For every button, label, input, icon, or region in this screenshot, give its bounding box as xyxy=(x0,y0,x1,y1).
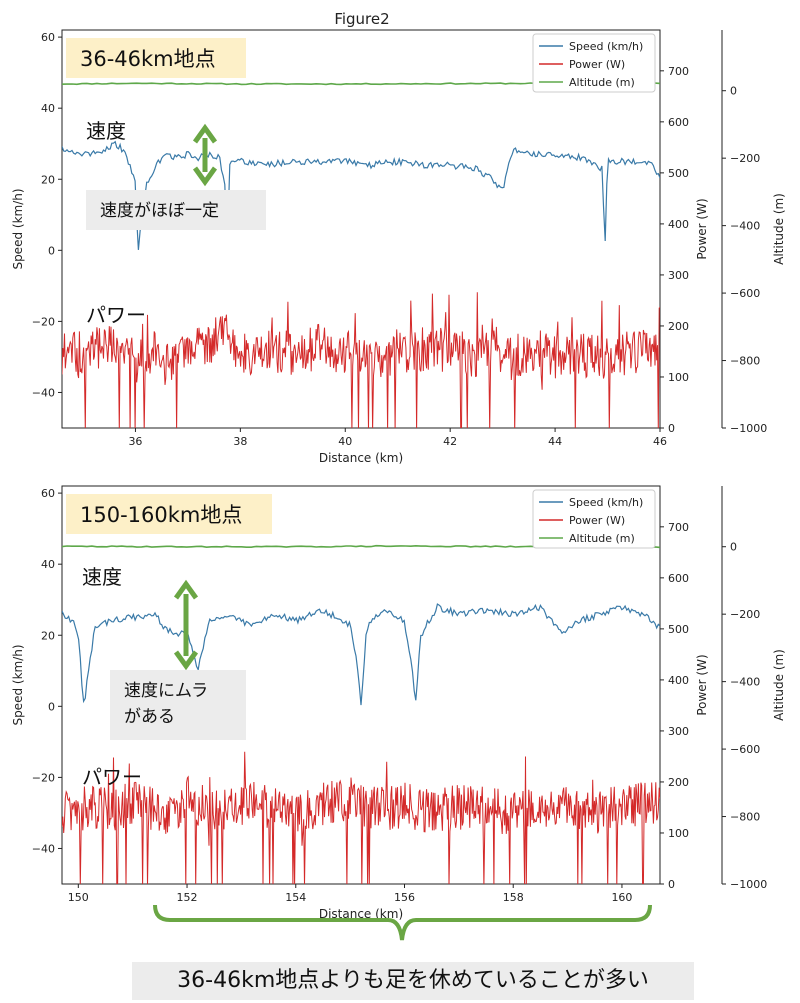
region-label-box xyxy=(66,38,246,78)
altitude-axis-label: Altitude (m) xyxy=(772,649,786,721)
power-tick-label: 500 xyxy=(668,167,689,180)
distance-tick-label: 42 xyxy=(443,435,457,448)
range-arrow-head-up xyxy=(192,123,218,144)
altitude-axis-label: Altitude (m) xyxy=(772,193,786,265)
distance-tick-label: 154 xyxy=(285,891,306,904)
power-tick-label: 700 xyxy=(668,65,689,78)
speed-axis-label: Speed (km/h) xyxy=(11,644,25,725)
x-axis-label: Distance (km) xyxy=(319,907,403,921)
distance-tick-label: 150 xyxy=(68,891,89,904)
figure-title: Figure2 xyxy=(334,10,389,28)
power-tick-label: 300 xyxy=(668,725,689,738)
speed-comment-line: がある xyxy=(124,707,175,727)
power-tick-label: 200 xyxy=(668,776,689,789)
distance-tick-label: 156 xyxy=(394,891,415,904)
distance-tick-label: 152 xyxy=(177,891,198,904)
legend: Speed (km/h) Power (W) Altitude (m) xyxy=(532,489,656,549)
distance-tick-label: 44 xyxy=(548,435,562,448)
legend-box xyxy=(532,33,656,93)
speed-comment-line: 速度にムラ xyxy=(124,681,208,701)
power-tick-label: 0 xyxy=(668,878,675,891)
speed-tick-label: 0 xyxy=(48,244,55,257)
speed-tick-label: 0 xyxy=(48,700,55,713)
speed-tick-label: 60 xyxy=(41,487,55,500)
region-label-box xyxy=(66,494,272,534)
speed-tick-label: −20 xyxy=(32,315,55,328)
speed-tick-label: 60 xyxy=(41,31,55,44)
speed-comment-box xyxy=(110,670,246,740)
power-tick-label: 400 xyxy=(668,674,689,687)
legend-entry: Power (W) xyxy=(569,514,625,527)
power-series-line xyxy=(62,292,660,428)
altitude-tick-label: −800 xyxy=(730,811,760,824)
distance-tick-label: 40 xyxy=(338,435,352,448)
power-tick-label: 700 xyxy=(668,521,689,534)
speed-tick-label: −40 xyxy=(32,386,55,399)
power-annotation: パワー xyxy=(82,765,142,789)
speed-tick-label: −40 xyxy=(32,842,55,855)
power-tick-label: 200 xyxy=(668,320,689,333)
speed-tick-label: −20 xyxy=(32,771,55,784)
speed-comment: 速度がほぼ一定 xyxy=(100,201,219,221)
legend-entry: Altitude (m) xyxy=(569,76,635,89)
speed-axis-label: Speed (km/h) xyxy=(11,188,25,269)
speed-tick-label: 20 xyxy=(41,173,55,186)
range-arrow-head-down xyxy=(192,166,218,187)
distance-tick-label: 158 xyxy=(503,891,524,904)
altitude-tick-label: −200 xyxy=(730,608,760,621)
legend-box xyxy=(532,489,656,549)
brace-path xyxy=(153,904,652,941)
range-brace xyxy=(153,904,652,941)
altitude-tick-label: −600 xyxy=(730,743,760,756)
legend-entry: Speed (km/h) xyxy=(569,40,643,53)
speed-annotation: 速度 xyxy=(82,565,122,589)
region-label: 150-160km地点 xyxy=(80,503,242,527)
power-tick-label: 100 xyxy=(668,827,689,840)
power-tick-label: 0 xyxy=(668,422,675,435)
power-annotation: パワー xyxy=(86,303,146,327)
power-axis-label: Power (W) xyxy=(695,654,709,715)
power-tick-label: 100 xyxy=(668,371,689,384)
speed-series-line xyxy=(62,603,660,706)
speed-tick-label: 20 xyxy=(41,629,55,642)
speed-comment-box xyxy=(86,190,266,230)
power-series-line xyxy=(62,751,660,884)
x-axis-label: Distance (km) xyxy=(319,451,403,465)
altitude-tick-label: −200 xyxy=(730,152,760,165)
altitude-tick-label: −400 xyxy=(730,676,760,689)
speed-series-line xyxy=(62,140,660,250)
legend-entry: Power (W) xyxy=(569,58,625,71)
legend: Speed (km/h) Power (W) Altitude (m) xyxy=(532,33,656,93)
speed-tick-label: 40 xyxy=(41,102,55,115)
chart-150-160km: −40−2002040600100200300400500600700−1000… xyxy=(11,485,786,921)
power-axis-label: Power (W) xyxy=(695,198,709,259)
altitude-tick-label: −800 xyxy=(730,355,760,368)
chart-36-46km: −40−2002040600100200300400500600700−1000… xyxy=(11,29,786,465)
range-arrow-head-up xyxy=(173,579,199,600)
altitude-tick-label: 0 xyxy=(730,85,737,98)
legend-entry: Speed (km/h) xyxy=(569,496,643,509)
range-arrow-head-down xyxy=(173,650,199,671)
altitude-tick-label: 0 xyxy=(730,541,737,554)
legend-entry: Altitude (m) xyxy=(569,532,635,545)
distance-tick-label: 46 xyxy=(653,435,667,448)
altitude-tick-label: −1000 xyxy=(730,878,767,891)
region-label: 36-46km地点 xyxy=(80,47,216,71)
altitude-tick-label: −600 xyxy=(730,287,760,300)
speed-tick-label: 40 xyxy=(41,558,55,571)
power-tick-label: 500 xyxy=(668,623,689,636)
altitude-tick-label: −1000 xyxy=(730,422,767,435)
altitude-tick-label: −400 xyxy=(730,220,760,233)
distance-tick-label: 36 xyxy=(128,435,142,448)
power-tick-label: 400 xyxy=(668,218,689,231)
distance-tick-label: 160 xyxy=(611,891,632,904)
bottom-note: 36-46km地点よりも足を休めていることが多い xyxy=(132,962,694,1000)
power-tick-label: 600 xyxy=(668,572,689,585)
distance-tick-label: 38 xyxy=(233,435,247,448)
power-tick-label: 600 xyxy=(668,116,689,129)
power-tick-label: 300 xyxy=(668,269,689,282)
speed-annotation: 速度 xyxy=(86,119,126,143)
